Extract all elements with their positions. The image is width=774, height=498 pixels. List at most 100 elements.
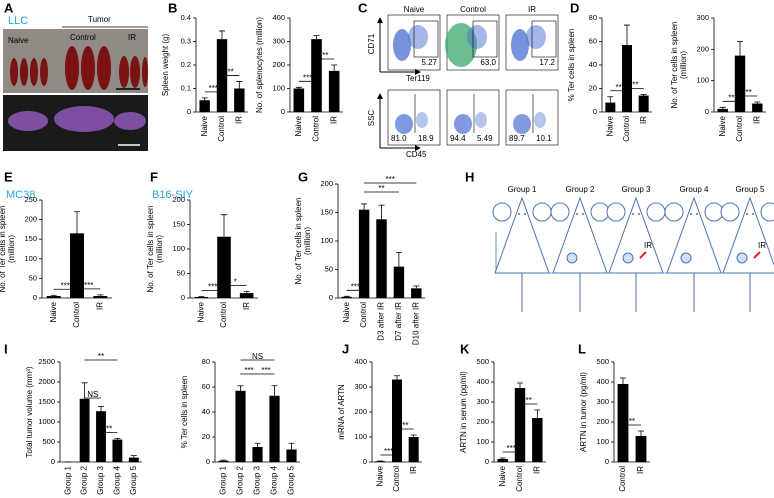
spleens xyxy=(10,46,148,90)
x-tick-label: Naive xyxy=(342,301,351,322)
error-bar xyxy=(534,409,541,418)
ear xyxy=(590,202,610,222)
bar xyxy=(635,436,647,462)
y-tick-label: 150 xyxy=(320,207,333,216)
gate-value: 94.4 xyxy=(450,134,466,143)
x-tick-label: IR xyxy=(409,466,418,474)
y-axis-label: (million) xyxy=(155,235,164,263)
error-bar xyxy=(74,211,80,234)
significance-label: ** xyxy=(746,88,752,97)
x-tick-label: D3 after IR xyxy=(377,302,386,341)
error-bar xyxy=(50,294,57,297)
y-axis-label: No. of Ter cells in spleen xyxy=(0,205,7,292)
ear xyxy=(646,202,666,222)
panel-letter: E xyxy=(4,169,13,184)
x-tick-label: Group 4 xyxy=(270,465,279,494)
y-tick-label: 200 xyxy=(272,60,285,69)
bar xyxy=(622,45,632,112)
ear xyxy=(664,202,684,222)
ear xyxy=(606,202,626,222)
y-tick-label: 100 xyxy=(320,236,333,245)
panel-letter: J xyxy=(342,341,349,356)
error-bar xyxy=(638,430,644,436)
irradiation xyxy=(639,251,647,259)
bar xyxy=(411,288,422,298)
y-tick-label: 100 xyxy=(272,83,285,92)
error-bar xyxy=(331,64,338,71)
eye xyxy=(582,213,584,215)
gate xyxy=(472,20,498,58)
plot-frame xyxy=(387,89,441,146)
significance-label: *** xyxy=(303,73,312,82)
y-axis-label: (million) xyxy=(303,227,312,255)
error-bar xyxy=(201,97,208,101)
group-label: Group 2 xyxy=(566,185,595,194)
y-tick-label: 300 xyxy=(596,397,609,406)
cells xyxy=(534,112,546,128)
error-bar xyxy=(271,385,278,396)
cells xyxy=(513,114,531,134)
x-tick-label: IR xyxy=(532,466,541,474)
tumor xyxy=(622,252,634,264)
y-tick-label: 50 xyxy=(325,264,333,273)
bar xyxy=(217,236,231,298)
x-tick-label: Control xyxy=(622,116,631,142)
significance-label: ** xyxy=(106,425,112,434)
error-bar xyxy=(114,438,121,440)
cells xyxy=(454,114,472,134)
x-tick-label: Group 1 xyxy=(63,465,72,494)
eye xyxy=(752,213,754,215)
x-tick-label: Control xyxy=(359,302,368,328)
error-bar xyxy=(237,385,244,391)
mouse-diagram: Group 1 Group 2 Group 3 Group 4 Group 5 IR IR xyxy=(492,185,774,312)
x-tick-label: Control xyxy=(392,466,401,492)
flow-cytometry: Naive 5.27 81.0 18.9 Control 63.0 94.4 5.49 IR 17… xyxy=(367,5,559,159)
significance-label: ** xyxy=(378,184,384,193)
y-tick-label: 100 xyxy=(24,254,37,263)
bar xyxy=(269,395,280,462)
group-label: Group 3 xyxy=(622,185,651,194)
bar xyxy=(617,384,629,462)
y-tick-label: 150 xyxy=(172,219,185,228)
significance-label: ** xyxy=(402,421,408,430)
model-label: MC38 xyxy=(6,189,35,201)
significance-label: *** xyxy=(84,281,93,290)
axis-label: Ter119 xyxy=(406,74,430,83)
y-tick-label: 0 xyxy=(605,457,609,466)
error-bar xyxy=(754,101,761,104)
cells xyxy=(467,25,487,49)
x-tick-label: D10 after IR xyxy=(411,302,420,345)
bar xyxy=(46,296,61,298)
eye xyxy=(632,213,634,215)
cells xyxy=(393,29,411,61)
cells xyxy=(526,25,546,49)
bar xyxy=(293,88,305,112)
eye xyxy=(524,213,526,215)
y-axis-label: No. of Ter cells in spleen xyxy=(670,21,679,108)
x-tick-label: Control xyxy=(72,302,81,328)
significance-label: *** xyxy=(208,283,217,292)
y-tick-label: 40 xyxy=(589,60,597,69)
panel-letter: G xyxy=(298,169,308,184)
error-bar xyxy=(343,295,350,297)
bar xyxy=(393,266,405,298)
ir-label: IR xyxy=(644,241,652,250)
error-bar xyxy=(243,291,250,294)
bar xyxy=(70,233,84,298)
x-tick-label: Group 1 xyxy=(219,465,228,494)
error-bar xyxy=(221,214,227,237)
y-tick-label: 200 xyxy=(24,215,37,224)
error-bar xyxy=(394,375,400,380)
panel-letter: H xyxy=(465,169,474,184)
plot-frame xyxy=(505,89,559,146)
eye xyxy=(746,213,748,215)
axis-label: CD45 xyxy=(406,150,427,159)
plot-frame xyxy=(446,89,500,146)
error-bar xyxy=(219,30,225,40)
cells xyxy=(416,112,428,128)
y-axis-label: No. of Ter cells in spleen xyxy=(146,205,155,292)
bar xyxy=(96,411,106,462)
y-tick-label: 100 xyxy=(696,76,709,85)
eye xyxy=(576,213,578,215)
